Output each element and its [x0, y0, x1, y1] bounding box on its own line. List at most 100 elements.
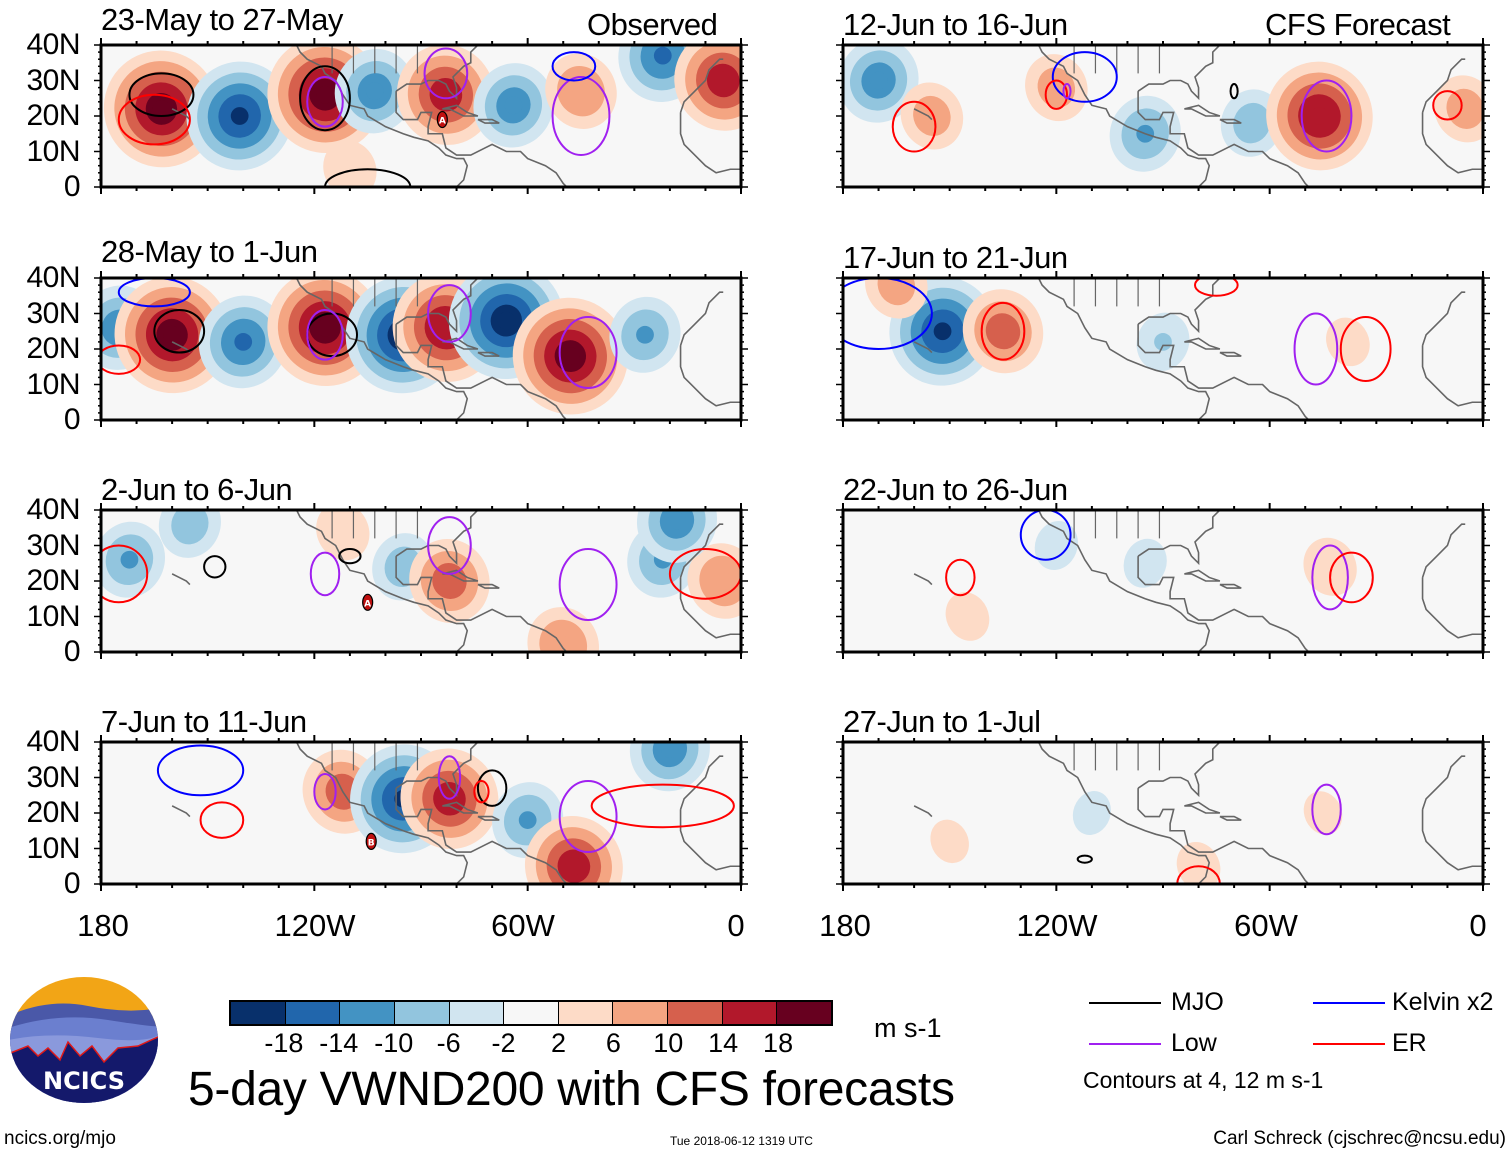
map-svg	[836, 735, 1490, 891]
anomaly-core	[653, 46, 672, 65]
contour-kelvin	[156, 744, 245, 797]
panel-title-6: 17-Jun to 21-Jun	[843, 240, 1068, 275]
x-tick-label: 60W	[1234, 908, 1298, 943]
coastline	[395, 510, 479, 566]
coastline	[477, 351, 500, 357]
anomaly-core	[714, 572, 733, 590]
anomaly-core	[1339, 333, 1357, 351]
map-panel-3: A	[94, 503, 748, 659]
y-tick-label: 20N	[26, 564, 80, 597]
anomaly-core	[504, 96, 523, 115]
legend-label-mjo: MJO	[1171, 988, 1224, 1016]
contour-er	[980, 301, 1026, 361]
map-background	[843, 510, 1483, 652]
anomaly-core	[365, 82, 384, 101]
contour-low	[1311, 783, 1342, 836]
y-tick-label: 10N	[26, 831, 80, 865]
anomaly-core	[994, 322, 1012, 341]
map-panel-2	[94, 271, 748, 427]
storm-icon	[362, 593, 374, 611]
x-tick-label: 0	[1469, 908, 1487, 943]
coastline	[1184, 104, 1221, 117]
anomaly-core	[120, 550, 139, 569]
contour-mjo	[299, 65, 351, 132]
contour-er	[101, 544, 149, 604]
contour-mjo	[203, 555, 227, 579]
storm-marker: A	[362, 593, 374, 611]
anomaly-core	[518, 811, 537, 829]
legend-label-er: ER	[1392, 1029, 1427, 1057]
map-panel-8	[836, 735, 1490, 891]
colorbar-label: -10	[374, 1028, 414, 1058]
colorbar-label: 2	[550, 1028, 566, 1058]
colorbar-swatch	[558, 1002, 614, 1024]
contour-er	[117, 93, 191, 146]
panel-title-2: 28-May to 1-Jun	[101, 234, 318, 269]
coastline	[1421, 523, 1466, 578]
coastline	[477, 815, 500, 821]
main-title: 5-day VWND200 with CFS forecasts	[188, 1063, 955, 1116]
coastline	[679, 809, 741, 871]
coastline	[1184, 337, 1221, 350]
coastline	[1421, 755, 1466, 810]
contour-er	[1329, 551, 1374, 604]
contour-mjo	[128, 72, 195, 117]
coastline	[171, 805, 191, 818]
storm-marker: A	[436, 110, 448, 129]
contour-mjo	[1229, 83, 1239, 100]
footer-url[interactable]: ncics.org/mjo	[4, 1128, 116, 1149]
anomaly-core	[152, 100, 171, 118]
anomaly-core	[714, 71, 733, 90]
contour-er	[668, 548, 741, 600]
coastline	[1137, 324, 1310, 420]
colorbar-label: -2	[491, 1028, 516, 1058]
legend-label-low: Low	[1171, 1029, 1217, 1057]
anomaly-core	[1154, 333, 1172, 351]
coastline	[477, 118, 500, 124]
observed-label: Observed	[587, 7, 718, 42]
anomaly-core	[316, 85, 334, 104]
colorbar	[229, 1000, 833, 1026]
contour-er	[1044, 79, 1068, 110]
contour-mjo	[338, 548, 362, 565]
coastline	[395, 742, 479, 798]
coastline	[171, 108, 191, 121]
contour-low	[558, 548, 618, 622]
contour-low	[423, 47, 469, 100]
coastline	[442, 104, 479, 117]
footer-credit: Carl Schreck (cjschrec@ncsu.edu)	[1213, 1128, 1506, 1149]
y-tick-label: 40N	[26, 725, 80, 758]
map-panel-5	[836, 38, 1490, 194]
anomaly-core	[1314, 804, 1332, 822]
colorbar-swatch	[285, 1002, 341, 1024]
map-panel-1: A	[94, 38, 748, 194]
contour-kelvin	[1019, 510, 1072, 561]
contour-note: Contours at 4, 12 m s-1	[1083, 1067, 1324, 1093]
x-tick-label: 180	[77, 908, 129, 943]
coastline	[679, 112, 741, 174]
coastline	[1421, 809, 1483, 871]
coastline	[171, 573, 191, 586]
coastline	[395, 278, 479, 334]
anomaly-core	[497, 311, 516, 330]
colorbar-label: -18	[264, 1028, 304, 1058]
footer-timestamp: Tue 2018-06-12 1319 UTC	[670, 1134, 813, 1148]
y-tick-label: 40N	[26, 493, 80, 526]
anomaly-core	[661, 742, 679, 758]
x-tick-label: 180	[819, 908, 871, 943]
coastline	[679, 291, 724, 346]
contour-low	[1293, 312, 1339, 386]
anomaly-core	[933, 322, 952, 341]
anomaly-core	[341, 160, 359, 179]
coastline	[913, 573, 933, 586]
units-label: m s-1	[874, 1013, 942, 1043]
coastline	[295, 510, 469, 652]
contour-low	[551, 75, 611, 157]
coastline	[1421, 577, 1483, 639]
anomaly-core	[958, 607, 977, 626]
legend-line-low	[1089, 1043, 1161, 1045]
storm-icon	[365, 832, 377, 851]
coastline	[1184, 801, 1221, 814]
coastline	[679, 345, 741, 407]
contour-kelvin	[843, 278, 933, 350]
